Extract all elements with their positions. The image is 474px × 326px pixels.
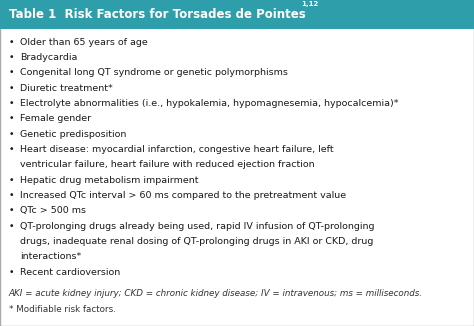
- Text: Hepatic drug metabolism impairment: Hepatic drug metabolism impairment: [20, 176, 199, 185]
- Text: •: •: [9, 130, 14, 139]
- Text: Diuretic treatment*: Diuretic treatment*: [20, 84, 113, 93]
- Text: •: •: [9, 206, 14, 215]
- Text: drugs, inadequate renal dosing of QT-prolonging drugs in AKI or CKD, drug: drugs, inadequate renal dosing of QT-pro…: [20, 237, 374, 246]
- Text: •: •: [9, 191, 14, 200]
- Text: Increased QTc interval > 60 ms compared to the pretreatment value: Increased QTc interval > 60 ms compared …: [20, 191, 346, 200]
- Text: Table 1  Risk Factors for Torsades de Pointes: Table 1 Risk Factors for Torsades de Poi…: [9, 8, 305, 21]
- Text: 1,12: 1,12: [301, 1, 318, 7]
- Text: •: •: [9, 145, 14, 154]
- Text: Genetic predisposition: Genetic predisposition: [20, 130, 126, 139]
- Text: * Modifiable risk factors.: * Modifiable risk factors.: [9, 305, 115, 314]
- Text: Heart disease: myocardial infarction, congestive heart failure, left: Heart disease: myocardial infarction, co…: [20, 145, 334, 154]
- Text: Bradycardia: Bradycardia: [20, 53, 77, 62]
- Text: Female gender: Female gender: [20, 114, 91, 123]
- Text: Electrolyte abnormalities (i.e., hypokalemia, hypomagnesemia, hypocalcemia)*: Electrolyte abnormalities (i.e., hypokal…: [20, 99, 399, 108]
- Text: Congenital long QT syndrome or genetic polymorphisms: Congenital long QT syndrome or genetic p…: [20, 68, 288, 77]
- Text: •: •: [9, 176, 14, 185]
- Text: Older than 65 years of age: Older than 65 years of age: [20, 38, 148, 47]
- Text: QTc > 500 ms: QTc > 500 ms: [20, 206, 86, 215]
- Text: •: •: [9, 68, 14, 77]
- Text: •: •: [9, 84, 14, 93]
- Text: •: •: [9, 99, 14, 108]
- Text: Recent cardioversion: Recent cardioversion: [20, 268, 120, 277]
- Text: •: •: [9, 114, 14, 123]
- Text: •: •: [9, 222, 14, 231]
- Text: •: •: [9, 268, 14, 277]
- Text: AKI = acute kidney injury; CKD = chronic kidney disease; IV = intravenous; ms = : AKI = acute kidney injury; CKD = chronic…: [9, 289, 422, 298]
- Text: •: •: [9, 38, 14, 47]
- Text: •: •: [9, 53, 14, 62]
- Text: ventricular failure, heart failure with reduced ejection fraction: ventricular failure, heart failure with …: [20, 160, 315, 169]
- Text: interactions*: interactions*: [20, 252, 81, 261]
- Text: QT-prolonging drugs already being used, rapid IV infusion of QT-prolonging: QT-prolonging drugs already being used, …: [20, 222, 374, 231]
